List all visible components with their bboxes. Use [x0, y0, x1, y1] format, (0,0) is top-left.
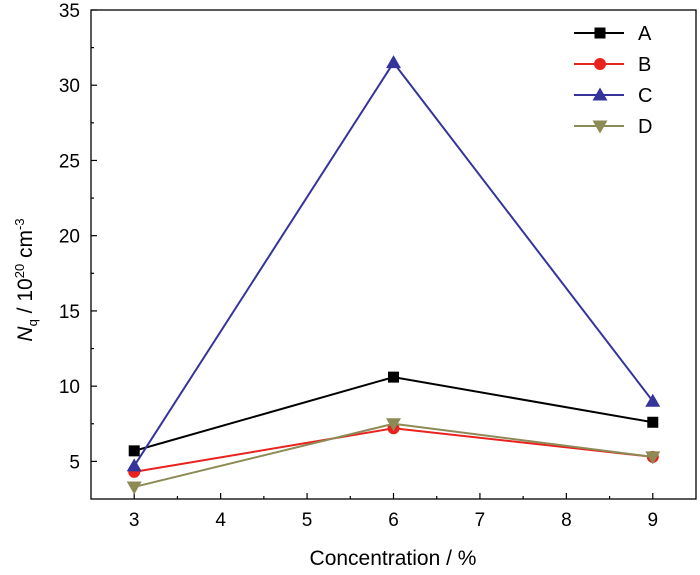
axis-ticks: 3 4 5 6 7 8 9 5 10 15 20 25 30 35: [59, 1, 658, 531]
data-point-d: [645, 451, 661, 465]
y-axis-label-subscript: q: [25, 319, 41, 327]
x-tick-label: 3: [129, 510, 140, 531]
data-point-d: [126, 481, 142, 495]
y-axis-label-symbol: N: [13, 326, 37, 342]
data-point-c: [126, 458, 142, 472]
series-d: [126, 418, 661, 495]
y-axis-label-middle: / 10: [13, 278, 37, 320]
y-axis-label: Nq / 1020 cm-3: [12, 218, 40, 341]
x-axis-label: Concentration / %: [310, 547, 477, 570]
x-tick-label: 7: [475, 510, 486, 531]
y-axis-label-unit-exponent: -3: [11, 218, 27, 230]
x-tick-label: 4: [215, 510, 226, 531]
data-point-d: [386, 418, 401, 432]
x-tick-label: 5: [302, 510, 313, 531]
y-tick-label: 25: [59, 151, 80, 172]
series-line-b: [134, 427, 653, 473]
data-point-a: [128, 445, 140, 457]
x-tick-label: 6: [388, 510, 399, 531]
data-point-a: [647, 416, 659, 428]
legend-marker-b: [594, 58, 606, 70]
x-tick-label: 9: [647, 510, 658, 531]
y-tick-label: 20: [59, 227, 80, 248]
y-tick-label: 5: [69, 452, 80, 473]
data-point-a: [388, 371, 399, 383]
legend-item-d: D: [574, 116, 652, 138]
y-axis-label-exponent: 20: [11, 263, 27, 279]
series-a: [128, 371, 659, 457]
data-point-c: [386, 55, 401, 69]
legend-label-c: C: [638, 85, 652, 107]
legend-marker-d: [592, 120, 608, 134]
series-group: [126, 55, 661, 495]
y-axis-label-wrap: Nq / 1020 cm-3: [6, 170, 46, 390]
legend-item-b: B: [574, 54, 651, 76]
legend-marker-a: [594, 27, 606, 39]
legend-label-a: A: [638, 23, 652, 45]
x-tick-label: 8: [561, 510, 572, 531]
legend-marker-c: [592, 87, 608, 101]
legend-label-d: D: [638, 116, 652, 138]
data-point-c: [645, 393, 661, 407]
legend-item-c: C: [574, 85, 652, 107]
y-tick-label: 15: [59, 302, 80, 323]
series-c: [126, 55, 661, 472]
y-tick-label: 30: [59, 76, 80, 97]
series-line-c: [133, 60, 654, 467]
y-tick-label: 10: [59, 377, 80, 398]
series-line-a: [133, 376, 653, 452]
legend-label-b: B: [638, 54, 651, 76]
legend-item-a: A: [574, 23, 652, 45]
y-axis-label-unit: cm: [13, 229, 37, 264]
y-tick-label: 35: [59, 1, 80, 22]
